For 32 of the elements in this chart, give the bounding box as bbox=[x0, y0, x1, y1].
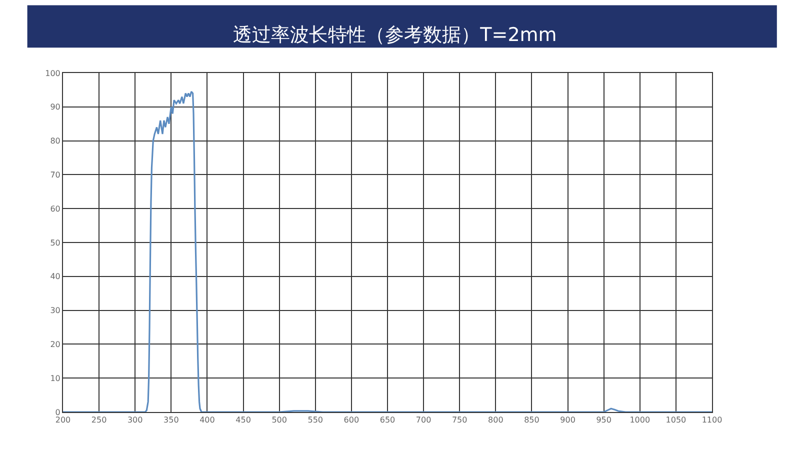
x-tick-label: 950 bbox=[596, 416, 612, 425]
x-tick-label: 550 bbox=[308, 416, 324, 425]
x-tick-label: 400 bbox=[200, 416, 215, 425]
y-tick-label: 30 bbox=[50, 306, 60, 316]
y-tick-label: 70 bbox=[50, 170, 60, 180]
y-tick-label: 40 bbox=[50, 272, 60, 282]
y-tick-label: 60 bbox=[50, 204, 60, 214]
y-tick-label: 100 bbox=[45, 68, 60, 78]
y-tick-label: 90 bbox=[50, 102, 60, 112]
y-tick-label: 50 bbox=[50, 238, 60, 248]
x-tick-label: 750 bbox=[452, 416, 468, 425]
y-tick-label: 20 bbox=[50, 340, 60, 349]
x-tick-label: 650 bbox=[380, 416, 396, 425]
x-tick-label: 700 bbox=[416, 416, 432, 425]
chart-title: 透过率波长特性（参考数据）T=2mm bbox=[233, 24, 557, 46]
x-tick-label: 900 bbox=[560, 416, 576, 425]
x-tick-label: 1000 bbox=[630, 416, 650, 425]
x-tick-label: 250 bbox=[91, 416, 107, 425]
y-tick-label: 80 bbox=[50, 136, 60, 146]
line-series bbox=[63, 90, 712, 412]
x-tick-label: 800 bbox=[488, 416, 504, 425]
x-tick-label: 500 bbox=[272, 416, 287, 425]
x-tick-label: 1050 bbox=[666, 416, 686, 425]
x-tick-label: 300 bbox=[127, 416, 143, 425]
x-tick-label: 450 bbox=[236, 416, 251, 425]
x-tick-label: 200 bbox=[55, 416, 71, 425]
x-tick-label: 600 bbox=[344, 416, 360, 425]
x-tick-label: 1100 bbox=[702, 416, 722, 425]
y-tick-label: 0 bbox=[55, 408, 60, 417]
x-tick-label: 350 bbox=[164, 416, 179, 425]
y-tick-label: 10 bbox=[50, 374, 60, 383]
x-tick-label: 850 bbox=[524, 416, 540, 425]
